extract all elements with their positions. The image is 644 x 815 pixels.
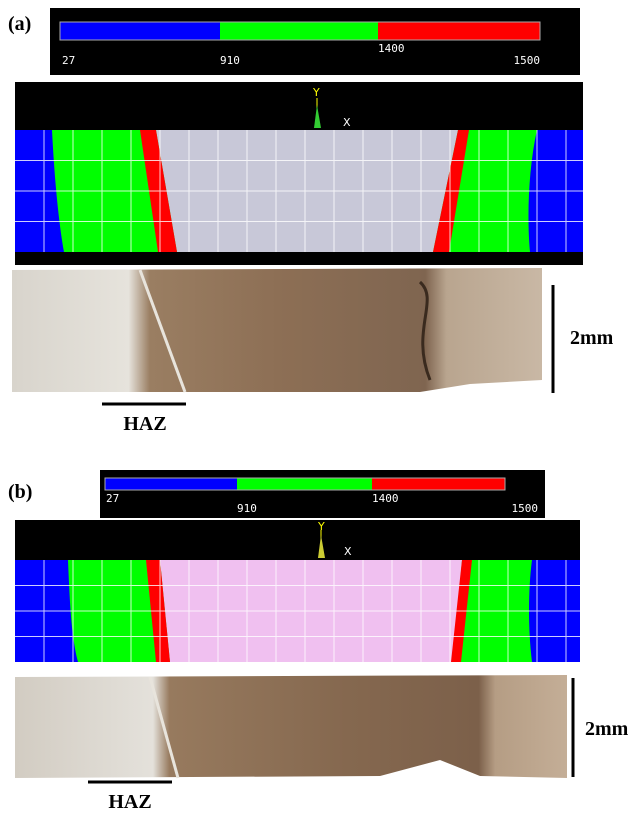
contour-plot: Y X: [15, 82, 583, 265]
axis-label: X: [343, 116, 351, 129]
panel-label: (a): [8, 13, 31, 35]
scale-label: 2mm: [570, 327, 614, 349]
scale-label: 2mm: [585, 718, 629, 740]
colorbar-label: 910: [237, 502, 257, 515]
colorbar: 27 910 1400 1500: [100, 470, 545, 518]
axis-label: X: [344, 545, 352, 558]
haz-label: HAZ: [108, 791, 151, 813]
axis-label: Y: [312, 86, 320, 99]
haz-label: HAZ: [123, 413, 166, 435]
colorbar-label: 1500: [514, 54, 541, 67]
micrograph: [15, 675, 567, 778]
contour-plot: Y X: [15, 520, 580, 662]
colorbar-label: 1500: [512, 502, 539, 515]
colorbar-label: 27: [62, 54, 75, 67]
micrograph: [12, 268, 542, 392]
figure: (a) 27 910 1400 1500 Y X 2mm HAZ (b): [0, 0, 644, 815]
colorbar-label: 1400: [372, 492, 399, 505]
colorbar-label: 910: [220, 54, 240, 67]
axis-label: Y: [317, 520, 325, 533]
colorbar-label: 27: [106, 492, 119, 505]
panel-label: (b): [8, 481, 32, 503]
colorbar: 27 910 1400 1500: [50, 8, 580, 75]
colorbar-label: 1400: [378, 42, 405, 55]
